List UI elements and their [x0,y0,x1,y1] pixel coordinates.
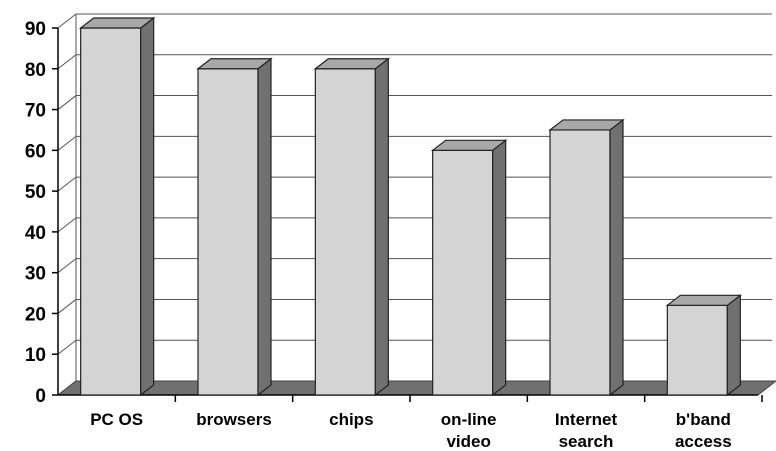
x-tick-label: chips [329,410,373,429]
bar-front [197,68,259,396]
y-tick-label: 40 [25,223,46,244]
bar-side [726,294,741,397]
x-tick-label-line: chips [329,410,373,429]
grid-connector [57,13,77,29]
y-tick-label: 50 [25,182,46,203]
x-tick-label-line: access [675,432,732,451]
bar-side [257,57,272,397]
x-tick-label: on-line video [441,410,497,451]
bar [548,118,625,397]
y-tick-label: 10 [25,345,46,366]
bar [196,57,273,397]
bar-front [666,304,728,396]
y-tick-label: 80 [25,60,46,81]
bar [313,57,391,397]
y-tick-label: 20 [25,304,46,325]
grid-connector [57,135,77,151]
bar-top [78,17,156,29]
bar [430,139,508,397]
grid-connector [57,95,77,110]
bar-front [80,27,142,396]
x-tick-label-line: Internet [555,410,618,429]
y-tick-label: 90 [25,19,46,40]
y-tick-label: 70 [25,101,46,122]
bar-front [549,129,611,396]
x-tick-label-line: video [446,432,490,451]
bar-front [314,68,376,396]
bar [665,294,743,397]
bar-top [313,58,391,70]
grid-connector [57,299,77,314]
bar-side [609,118,624,397]
grid-connector [57,176,77,192]
x-tick-label: browsers [196,410,272,429]
bar [78,16,156,397]
bar-front [432,149,494,396]
y-tick-label: 60 [25,141,46,162]
grid-connector [57,258,77,274]
x-tick-label-line: PC OS [90,410,143,429]
x-tick-label: Internet search [555,410,618,451]
grid-connector [57,54,77,70]
bar-side [492,139,507,397]
bar-side [374,57,389,397]
y-tick-label: 0 [35,386,46,407]
bar-side [140,16,155,397]
bar-top [196,58,273,70]
y-tick-label: 30 [25,264,46,285]
bar-top [548,119,625,131]
x-tick-label-line: on-line [441,410,497,429]
x-tick-label-line: browsers [196,410,272,429]
x-tick-label: PC OS [90,410,143,429]
bar-top [665,294,743,306]
x-tick-label: b'band access [675,410,732,451]
grid-connector [57,217,77,233]
x-tick-label-line: b'band [676,410,731,429]
x-tick-label-line: search [559,432,614,451]
bar-top [430,139,508,151]
grid-connector [57,339,77,355]
